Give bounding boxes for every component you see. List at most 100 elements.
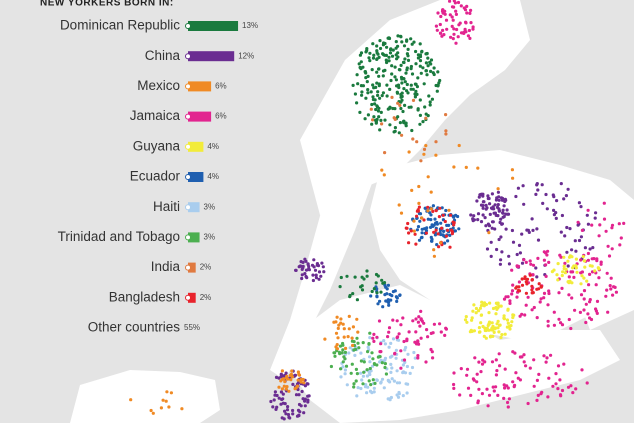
dot — [400, 81, 404, 85]
dot — [447, 208, 451, 212]
dot — [491, 306, 496, 311]
dot — [359, 359, 363, 363]
dot — [407, 330, 411, 334]
dot — [496, 393, 500, 397]
dot — [411, 137, 415, 141]
dot — [556, 278, 560, 282]
dot — [506, 212, 511, 216]
dot — [280, 387, 284, 391]
dot — [355, 336, 359, 340]
dot — [429, 190, 433, 194]
dot — [410, 188, 414, 192]
dot — [595, 311, 599, 315]
dot — [503, 197, 507, 201]
dot — [586, 222, 591, 226]
dot — [456, 0, 461, 5]
dot — [370, 122, 374, 126]
dot — [397, 203, 401, 207]
dot — [420, 231, 424, 235]
dot — [530, 278, 535, 282]
dot — [284, 371, 288, 375]
dot — [477, 326, 481, 330]
dot — [595, 299, 600, 303]
dot — [497, 330, 501, 334]
dot — [368, 366, 372, 371]
dot — [480, 362, 485, 366]
dot — [490, 226, 494, 230]
dot — [578, 310, 583, 314]
dot — [416, 107, 420, 111]
dot — [508, 299, 512, 303]
dot — [465, 320, 469, 324]
dot — [582, 289, 587, 293]
dot — [438, 206, 442, 210]
dot — [542, 258, 547, 262]
dot — [415, 209, 419, 213]
dot — [416, 320, 420, 324]
dot — [129, 398, 133, 402]
legend-label: Jamaica — [130, 108, 181, 123]
dot — [514, 194, 518, 199]
dot — [320, 261, 324, 265]
dot — [399, 366, 403, 370]
dot — [356, 82, 360, 86]
legend-bar — [188, 111, 212, 122]
dot — [353, 275, 357, 279]
dot — [297, 373, 302, 377]
dot — [430, 97, 434, 101]
dot — [398, 68, 402, 72]
dot — [361, 341, 365, 345]
dot — [567, 317, 571, 322]
dot — [597, 234, 601, 238]
dot — [606, 244, 610, 248]
dot — [399, 34, 403, 39]
dot — [558, 378, 562, 382]
dot — [562, 264, 566, 268]
dot — [396, 34, 400, 38]
dot — [506, 386, 510, 390]
dot — [296, 378, 300, 382]
dot — [590, 264, 594, 268]
dot — [448, 245, 452, 249]
dot — [418, 55, 423, 59]
dot — [311, 278, 315, 283]
dot — [571, 270, 575, 274]
dot — [448, 233, 452, 237]
dot — [291, 408, 295, 413]
dot — [362, 277, 366, 281]
dot — [381, 74, 385, 78]
dot — [510, 320, 514, 324]
dot — [380, 278, 384, 282]
dot — [452, 27, 456, 31]
dot — [604, 294, 608, 298]
dot — [407, 241, 411, 245]
dot — [566, 264, 570, 268]
dot — [417, 205, 421, 209]
dot — [356, 341, 360, 345]
dot — [286, 413, 291, 417]
dot — [269, 399, 273, 404]
dot — [405, 52, 409, 56]
dot — [382, 173, 386, 177]
dot — [493, 203, 497, 207]
dot — [409, 83, 413, 87]
dot — [439, 31, 443, 35]
dot — [405, 226, 409, 230]
dot — [321, 265, 325, 269]
dot — [465, 373, 469, 377]
dot — [560, 388, 565, 393]
dot — [275, 393, 279, 398]
dot — [359, 371, 363, 375]
dot — [418, 42, 422, 46]
dot — [334, 345, 338, 349]
dot — [358, 110, 362, 114]
dot — [304, 268, 309, 272]
dot — [490, 360, 495, 364]
dot — [165, 390, 169, 394]
dot — [378, 128, 382, 132]
dot — [393, 289, 397, 293]
dot — [479, 313, 484, 317]
dot — [394, 356, 398, 360]
legend-bar — [188, 21, 239, 31]
dot — [399, 95, 403, 99]
